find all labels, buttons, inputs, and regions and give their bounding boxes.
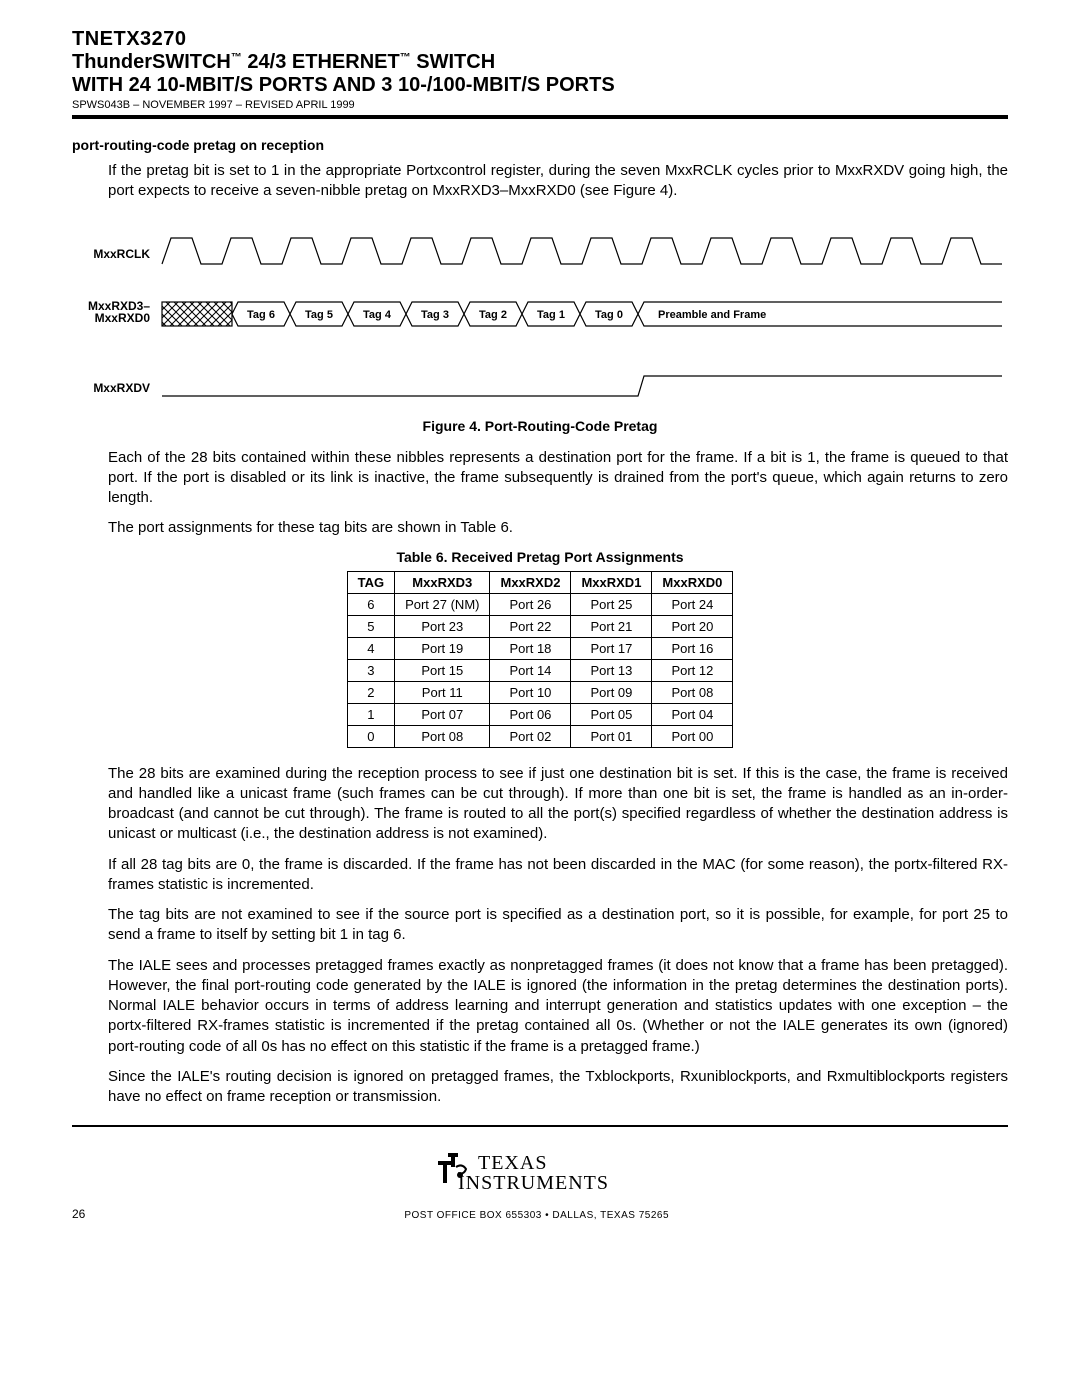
- table-cell: 2: [347, 681, 394, 703]
- table-cell: Port 08: [395, 725, 490, 747]
- part-number: TNETX3270: [72, 28, 1008, 51]
- table-cell: Port 25: [571, 593, 652, 615]
- table-cell: Port 08: [652, 681, 733, 703]
- table-row: 4Port 19Port 18Port 17Port 16: [347, 637, 733, 659]
- svg-text:Tag 2: Tag 2: [479, 309, 507, 321]
- table-cell: Port 05: [571, 703, 652, 725]
- table-cell: Port 24: [652, 593, 733, 615]
- table-header-cell: TAG: [347, 571, 394, 593]
- trademark-icon: ™: [400, 51, 411, 63]
- table-header-cell: MxxRXD1: [571, 571, 652, 593]
- svg-text:Tag 5: Tag 5: [305, 309, 333, 321]
- table-cell: 6: [347, 593, 394, 615]
- product-title: ThunderSWITCH™ 24/3 ETHERNET™ SWITCH: [72, 51, 1008, 74]
- page-footer: TEXAS INSTRUMENTS 26 POST OFFICE BOX 655…: [72, 1147, 1008, 1221]
- paragraph-4: The 28 bits are examined during the rece…: [108, 764, 1008, 845]
- svg-text:Tag 4: Tag 4: [363, 309, 392, 321]
- table-cell: Port 06: [490, 703, 571, 725]
- product-subtitle: WITH 24 10-MBIT/S PORTS AND 3 10-/100-MB…: [72, 74, 1008, 97]
- table-cell: Port 15: [395, 659, 490, 681]
- table-cell: Port 18: [490, 637, 571, 659]
- table-header-row: TAGMxxRXD3MxxRXD2MxxRXD1MxxRXD0: [347, 571, 733, 593]
- svg-text:Preamble and Frame: Preamble and Frame: [658, 309, 766, 321]
- table-cell: 4: [347, 637, 394, 659]
- document-revision: SPWS043B – NOVEMBER 1997 – REVISED APRIL…: [72, 99, 1008, 111]
- paragraph-7: The IALE sees and processes pretagged fr…: [108, 956, 1008, 1057]
- table-cell: 1: [347, 703, 394, 725]
- table-caption: Table 6. Received Pretag Port Assignment…: [72, 549, 1008, 565]
- section-heading: port-routing-code pretag on reception: [72, 137, 1008, 153]
- paragraph-8: Since the IALE's routing decision is ign…: [108, 1067, 1008, 1108]
- title-mid: 24/3 ETHERNET: [242, 51, 400, 73]
- svg-text:Tag 3: Tag 3: [421, 309, 449, 321]
- table-cell: Port 22: [490, 615, 571, 637]
- paragraph-3: The port assignments for these tag bits …: [108, 518, 1008, 538]
- paragraph-6: The tag bits are not examined to see if …: [108, 905, 1008, 946]
- timing-diagram: MxxRCLKMxxRXD3–MxxRXD0Tag 6Tag 5Tag 4Tag…: [72, 216, 1008, 410]
- table-row: 0Port 08Port 02Port 01Port 00: [347, 725, 733, 747]
- svg-text:MxxRXD0: MxxRXD0: [95, 311, 151, 325]
- figure-caption: Figure 4. Port-Routing-Code Pretag: [72, 418, 1008, 434]
- logo-text-bottom: INSTRUMENTS: [458, 1172, 609, 1194]
- table-cell: Port 13: [571, 659, 652, 681]
- table-header-cell: MxxRXD0: [652, 571, 733, 593]
- svg-text:MxxRXDV: MxxRXDV: [93, 381, 150, 395]
- intro-paragraph: If the pretag bit is set to 1 in the app…: [108, 161, 1008, 202]
- table-header-cell: MxxRXD2: [490, 571, 571, 593]
- table-cell: Port 01: [571, 725, 652, 747]
- table-cell: Port 07: [395, 703, 490, 725]
- pretag-assignments-table: TAGMxxRXD3MxxRXD2MxxRXD1MxxRXD0 6Port 27…: [347, 571, 734, 748]
- svg-text:Tag 6: Tag 6: [247, 309, 275, 321]
- table-cell: Port 16: [652, 637, 733, 659]
- svg-text:MxxRCLK: MxxRCLK: [93, 247, 150, 261]
- table-cell: Port 20: [652, 615, 733, 637]
- table-row: 2Port 11Port 10Port 09Port 08: [347, 681, 733, 703]
- paragraph-5: If all 28 tag bits are 0, the frame is d…: [108, 855, 1008, 896]
- timing-svg: MxxRCLKMxxRXD3–MxxRXD0Tag 6Tag 5Tag 4Tag…: [72, 216, 1008, 406]
- paragraph-2: Each of the 28 bits contained within the…: [108, 448, 1008, 509]
- table-row: 6Port 27 (NM)Port 26Port 25Port 24: [347, 593, 733, 615]
- table-cell: Port 00: [652, 725, 733, 747]
- svg-text:Tag 1: Tag 1: [537, 309, 565, 321]
- svg-text:Tag 0: Tag 0: [595, 309, 623, 321]
- table-row: 1Port 07Port 06Port 05Port 04: [347, 703, 733, 725]
- table-cell: Port 12: [652, 659, 733, 681]
- page-number: 26: [72, 1207, 85, 1221]
- footer-address: POST OFFICE BOX 655303 • DALLAS, TEXAS 7…: [85, 1210, 988, 1221]
- document-header: TNETX3270 ThunderSWITCH™ 24/3 ETHERNET™ …: [72, 28, 1008, 111]
- table-cell: Port 19: [395, 637, 490, 659]
- table-cell: Port 23: [395, 615, 490, 637]
- table-cell: Port 02: [490, 725, 571, 747]
- table-cell: Port 10: [490, 681, 571, 703]
- table-cell: Port 26: [490, 593, 571, 615]
- table-cell: Port 27 (NM): [395, 593, 490, 615]
- logo-text-top: TEXAS: [478, 1152, 547, 1174]
- table-cell: Port 11: [395, 681, 490, 703]
- table-cell: Port 14: [490, 659, 571, 681]
- table-cell: Port 17: [571, 637, 652, 659]
- table-row: 3Port 15Port 14Port 13Port 12: [347, 659, 733, 681]
- table-row: 5Port 23Port 22Port 21Port 20: [347, 615, 733, 637]
- table-header-cell: MxxRXD3: [395, 571, 490, 593]
- header-rule: [72, 115, 1008, 119]
- table-cell: 3: [347, 659, 394, 681]
- table-cell: 5: [347, 615, 394, 637]
- footer-rule: [72, 1125, 1008, 1127]
- table-cell: Port 04: [652, 703, 733, 725]
- table-cell: Port 09: [571, 681, 652, 703]
- title-post: SWITCH: [411, 51, 495, 73]
- table-cell: Port 21: [571, 615, 652, 637]
- ti-logo: TEXAS INSTRUMENTS: [430, 1147, 650, 1199]
- table-cell: 0: [347, 725, 394, 747]
- trademark-icon: ™: [231, 51, 242, 63]
- title-pre: ThunderSWITCH: [72, 51, 231, 73]
